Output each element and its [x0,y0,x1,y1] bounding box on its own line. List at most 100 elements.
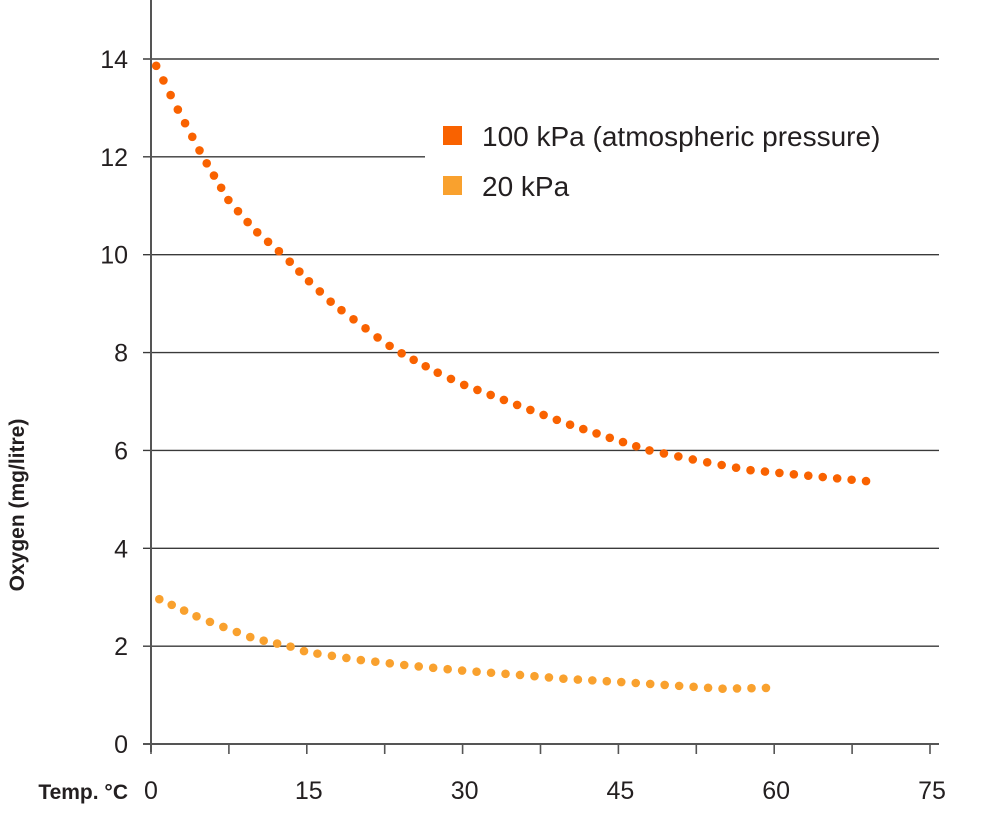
data-point [446,374,456,384]
data-point [224,195,233,205]
data-point [192,611,201,621]
y-tick-label: 4 [114,535,128,563]
data-point [433,368,443,377]
data-point [385,659,395,668]
data-point [428,663,438,673]
x-axis-title: Temp. °C [38,781,128,804]
data-point [274,246,284,256]
data-point [414,662,424,671]
data-point [295,267,304,276]
data-point [299,646,309,656]
x-tick-label: 45 [606,777,634,805]
data-point [645,679,655,689]
data-series [151,61,871,694]
data-point [732,684,742,693]
data-point [315,287,325,296]
data-point [526,405,535,415]
data-point [159,76,168,85]
data-point [775,468,784,478]
data-point [399,660,409,670]
legend-label-20kpa: 20 kPa [482,171,570,202]
data-point [544,673,554,682]
data-point [356,655,366,665]
data-point [232,627,242,637]
data-point [233,206,243,216]
data-point [397,348,406,358]
data-point [674,452,683,461]
data-point [499,395,509,405]
legend: 100 kPa (atmospheric pressure) 20 kPa [443,121,880,202]
y-axis-title: Oxygen (mg/litre) [6,419,29,592]
data-point [761,683,771,693]
y-tick-label: 0 [114,731,128,759]
data-point [155,594,164,604]
data-point [565,420,575,430]
data-point [205,617,215,627]
data-point [861,476,871,486]
data-point [173,105,183,114]
data-point [803,471,813,480]
data-point [618,437,628,447]
data-point [245,632,255,642]
data-point [385,341,394,351]
x-tick-label: 0 [144,777,158,805]
data-point [818,472,828,482]
data-point [789,469,799,479]
data-point [747,683,756,693]
data-point [588,676,597,685]
data-point [243,217,252,227]
data-point [187,132,197,142]
data-point [304,276,314,286]
y-tick-label: 12 [100,144,128,172]
x-tick-label: 30 [451,777,479,805]
data-point [371,657,380,667]
data-point [847,475,856,485]
data-point [579,424,588,434]
data-point [559,674,568,683]
data-point [252,228,262,237]
data-point [285,257,295,267]
data-point [179,606,189,615]
data-point [209,171,219,180]
data-point [342,653,351,663]
data-point [327,651,337,661]
data-point [459,380,469,390]
data-point [631,441,641,451]
axes [143,0,939,754]
data-point [659,449,669,458]
data-point [674,681,684,691]
legend-swatch-100kpa [443,126,462,145]
data-point [689,682,698,692]
data-point [605,433,615,443]
y-tick-label: 6 [114,437,128,465]
data-point [731,463,741,473]
data-point [195,146,204,155]
data-point [512,400,522,410]
data-point [717,460,726,470]
data-point [263,237,273,247]
series-20kpa [155,594,771,694]
data-point [361,324,370,333]
data-point [703,683,713,693]
legend-swatch-20kpa [443,176,462,195]
data-point [326,297,335,306]
data-point [592,429,601,438]
data-point [515,670,525,680]
data-point [313,649,322,658]
data-point [166,90,175,100]
data-point [472,667,481,676]
legend-label-100kpa: 100 kPa (atmospheric pressure) [482,121,880,152]
data-point [202,158,212,168]
data-point [660,680,669,690]
data-point [616,677,626,687]
data-point [167,600,177,610]
y-tick-label: 14 [100,46,128,74]
data-point [688,455,698,464]
data-point [746,465,755,475]
data-point [286,642,295,651]
y-tick-label: 2 [114,633,128,661]
data-point [486,390,495,400]
data-point [702,457,712,467]
data-point [259,636,268,645]
